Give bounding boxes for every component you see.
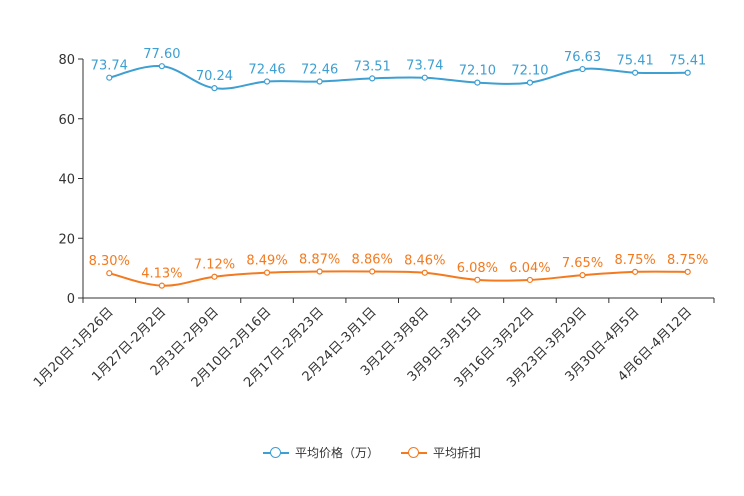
y-tick-label: 60: [58, 113, 75, 128]
data-label: 73.51: [354, 59, 391, 74]
data-label: 70.24: [196, 69, 233, 84]
data-label: 73.74: [91, 59, 128, 74]
data-point[interactable]: [421, 269, 428, 276]
y-tick-label: 40: [58, 173, 75, 188]
data-point[interactable]: [632, 268, 639, 275]
data-point[interactable]: [579, 65, 586, 73]
data-label: 8.75%: [614, 253, 655, 268]
data-label: 4.13%: [141, 267, 182, 282]
legend-item-price[interactable]: 平均价格（万）: [262, 444, 379, 461]
y-tick-label: 0: [67, 292, 75, 307]
data-point[interactable]: [579, 272, 586, 279]
data-label: 75.41: [669, 54, 706, 69]
data-point[interactable]: [632, 69, 639, 76]
data-point[interactable]: [211, 273, 218, 280]
data-label: 75.41: [617, 54, 654, 69]
data-point[interactable]: [106, 270, 113, 277]
axes: 0204060801月20日-1月26日1月27日-2月2日2月3日-2月9日2…: [31, 53, 715, 391]
legend-price-marker-icon: [262, 446, 289, 459]
data-point[interactable]: [684, 69, 691, 76]
data-label: 72.46: [301, 63, 338, 78]
data-point[interactable]: [263, 78, 271, 85]
data-label: 8.86%: [352, 253, 393, 268]
series-layer: [106, 63, 691, 289]
data-labels: 73.74 77.60 70.24 72.46 72.46 73.51 73.74 72.10…: [89, 47, 709, 281]
data-label: 72.10: [459, 64, 496, 79]
data-point[interactable]: [474, 276, 481, 283]
data-point[interactable]: [369, 75, 376, 82]
legend-discount-marker-icon: [401, 446, 427, 459]
data-point[interactable]: [158, 63, 165, 70]
legend: 平均价格（万） 平均折扣: [0, 444, 744, 461]
data-label: 73.74: [406, 59, 443, 74]
data-label: 7.12%: [194, 258, 235, 273]
data-label: 8.49%: [246, 254, 287, 269]
series-line-1: [109, 270, 688, 287]
data-point[interactable]: [106, 74, 113, 81]
data-point[interactable]: [369, 268, 376, 275]
legend-price-label: 平均价格（万）: [294, 446, 379, 460]
data-point[interactable]: [526, 79, 534, 86]
data-point[interactable]: [211, 85, 218, 92]
data-label: 6.08%: [457, 261, 498, 276]
data-label: 8.30%: [89, 254, 130, 269]
data-point[interactable]: [158, 282, 165, 289]
y-tick-label: 80: [58, 53, 75, 68]
data-label: 6.04%: [509, 261, 550, 276]
series-line-0: [109, 65, 688, 90]
data-label: 8.75%: [667, 253, 708, 268]
data-point[interactable]: [316, 78, 323, 85]
data-point[interactable]: [526, 276, 534, 284]
data-point[interactable]: [263, 269, 271, 276]
data-label: 77.60: [143, 47, 180, 62]
y-tick-label: 20: [58, 232, 75, 247]
data-point[interactable]: [684, 268, 691, 275]
data-label: 8.46%: [404, 254, 445, 269]
data-label: 7.65%: [562, 256, 603, 271]
data-label: 76.63: [564, 50, 601, 65]
data-label: 8.87%: [299, 253, 340, 268]
data-point[interactable]: [316, 268, 323, 275]
data-point[interactable]: [474, 79, 481, 86]
legend-item-discount[interactable]: 平均折扣: [401, 444, 481, 461]
data-label: 72.10: [511, 64, 548, 79]
data-label: 72.46: [248, 63, 285, 78]
data-point[interactable]: [421, 74, 428, 81]
legend-discount-label: 平均折扣: [433, 446, 482, 460]
